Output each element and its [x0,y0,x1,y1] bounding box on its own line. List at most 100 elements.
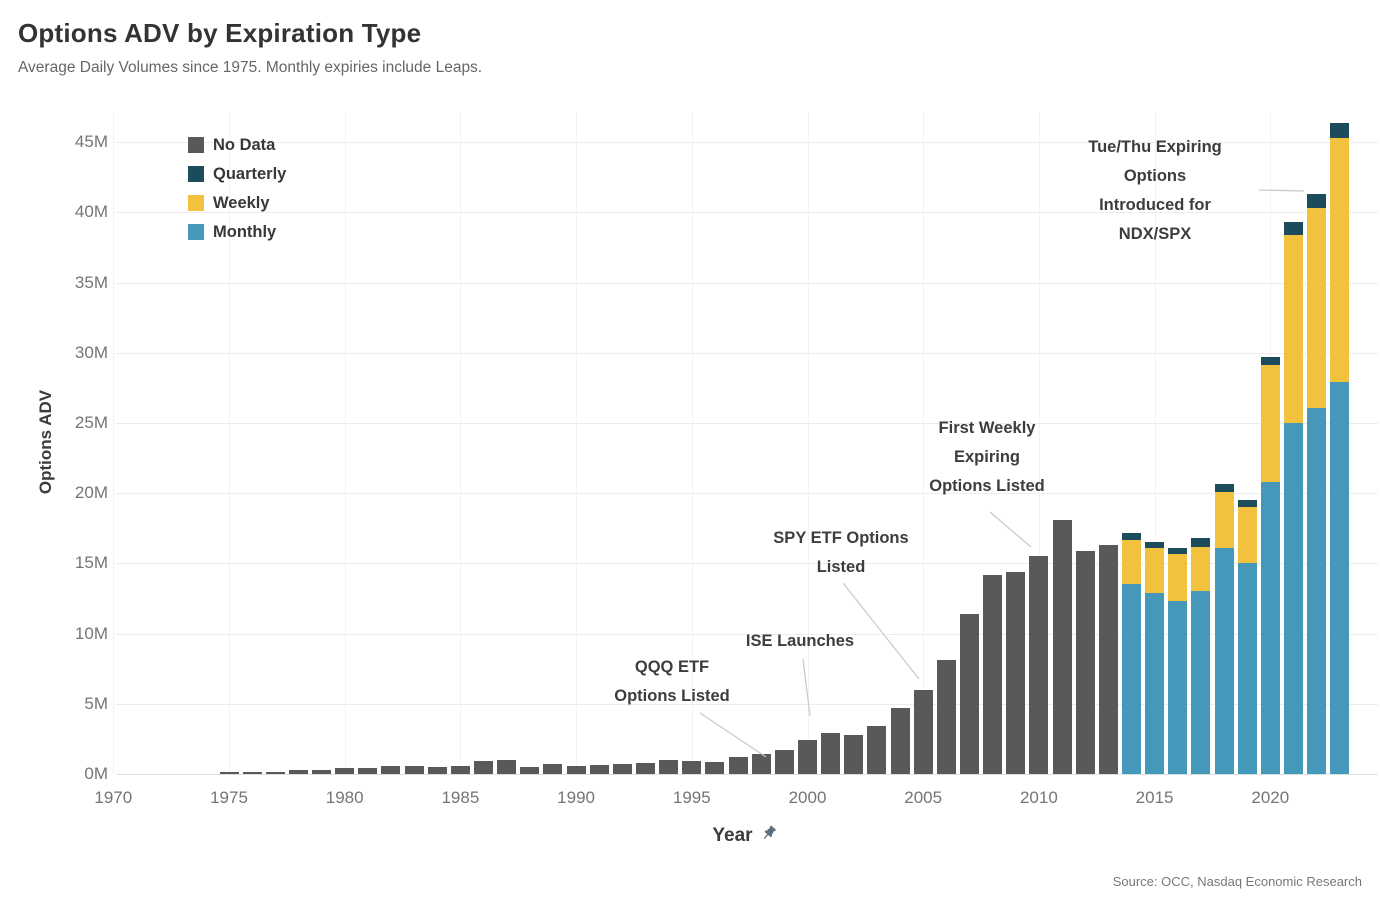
bar-2015-weekly[interactable] [1145,547,1165,593]
vertical-gridline [576,112,578,774]
bar-2007-no-data[interactable] [959,613,979,774]
bar-2022-weekly[interactable] [1307,208,1327,408]
bar-2015-quarterly[interactable] [1145,541,1165,548]
bar-1976-no-data[interactable] [242,771,262,774]
bar-2000-no-data[interactable] [798,740,817,774]
bar-1982-no-data[interactable] [381,766,401,774]
bar-1993-no-data[interactable] [636,762,656,774]
bar-2014-quarterly[interactable] [1121,533,1141,540]
bar-2003-no-data[interactable] [867,726,887,774]
legend-item-no-data[interactable]: No Data [188,136,286,154]
x-axis-tick-label: 1975 [210,788,248,807]
horizontal-gridline [116,423,1378,424]
bar-1975-no-data[interactable] [219,771,239,774]
bar-2022-quarterly[interactable] [1307,194,1327,209]
x-axis-tick-label: 2000 [788,788,827,807]
bar-2023-weekly[interactable] [1330,137,1350,383]
bar-2010-no-data[interactable] [1029,556,1049,774]
legend-item-weekly[interactable]: Weekly [188,194,286,212]
bar-1999-no-data[interactable] [774,750,794,774]
x-axis-tick-label: 1985 [441,788,480,807]
bar-2013-no-data[interactable] [1098,545,1118,774]
vertical-gridline [229,112,230,774]
bar-1990-no-data[interactable] [566,765,586,774]
bar-2019-monthly[interactable] [1237,563,1257,774]
bar-1992-no-data[interactable] [612,764,632,774]
bar-2017-weekly[interactable] [1191,546,1211,592]
bar-2004-no-data[interactable] [890,708,910,774]
bar-2016-weekly[interactable] [1168,553,1188,602]
bar-2006-no-data[interactable] [936,660,956,774]
pin-icon[interactable] [760,824,778,847]
bar-2021-quarterly[interactable] [1283,222,1303,235]
bar-1978-no-data[interactable] [288,770,308,774]
horizontal-gridline [116,493,1378,495]
bar-1979-no-data[interactable] [312,770,332,774]
bar-2020-weekly[interactable] [1260,365,1280,482]
bar-1996-no-data[interactable] [705,762,725,774]
bar-2019-weekly[interactable] [1237,507,1257,564]
bar-1983-no-data[interactable] [404,766,424,774]
y-axis-tick-label: 40M [74,202,108,222]
bar-2015-monthly[interactable] [1145,592,1165,774]
bar-2022-monthly[interactable] [1307,407,1327,774]
bar-2018-weekly[interactable] [1214,491,1234,548]
legend-swatch-no_data [188,137,204,153]
bar-2014-monthly[interactable] [1121,584,1141,774]
vertical-gridline [1038,112,1040,774]
bar-2023-quarterly[interactable] [1330,122,1350,138]
bar-1977-no-data[interactable] [265,771,285,774]
x-axis-tick-label: 1990 [557,788,595,807]
bar-2018-monthly[interactable] [1214,547,1234,774]
vertical-gridline [807,112,809,774]
bar-1986-no-data[interactable] [474,761,494,774]
bar-2005-no-data[interactable] [913,689,933,774]
chart-title: Options ADV by Expiration Type [18,18,422,48]
bar-2011-no-data[interactable] [1052,519,1072,774]
bar-1995-no-data[interactable] [682,761,702,774]
bar-2019-quarterly[interactable] [1237,499,1257,508]
bar-2012-no-data[interactable] [1075,550,1095,774]
bar-2009-no-data[interactable] [1006,571,1026,774]
x-axis-tick-label: 2010 [1019,788,1058,807]
bar-2018-quarterly[interactable] [1214,484,1234,492]
bar-2014-weekly[interactable] [1121,539,1141,585]
y-axis-tick-label: 30M [74,342,108,362]
bar-2017-quarterly[interactable] [1191,538,1211,547]
bar-2017-monthly[interactable] [1191,591,1211,774]
bar-1997-no-data[interactable] [728,757,748,774]
y-axis-tick-label: 5M [84,693,108,713]
bar-2008-no-data[interactable] [983,574,1003,774]
annotation-ise-launches: ISE Launches [745,632,855,650]
bar-1984-no-data[interactable] [427,766,447,774]
horizontal-gridline [116,352,1378,354]
bar-2021-weekly[interactable] [1283,234,1303,423]
bar-2020-monthly[interactable] [1260,481,1280,774]
bar-2001-no-data[interactable] [821,733,841,774]
y-axis-tick-label: 25M [74,413,108,432]
bar-1988-no-data[interactable] [520,766,540,774]
bar-2016-quarterly[interactable] [1168,547,1188,554]
bar-1985-no-data[interactable] [450,765,470,774]
bar-1991-no-data[interactable] [589,764,609,774]
bar-2002-no-data[interactable] [844,734,864,774]
horizontal-gridline [116,212,1378,214]
bar-1989-no-data[interactable] [543,764,563,774]
bar-1987-no-data[interactable] [497,759,517,774]
legend-item-monthly[interactable]: Monthly [188,223,286,241]
y-axis-tick-label: 10M [74,623,108,643]
bar-2021-monthly[interactable] [1283,423,1303,774]
bar-2020-quarterly[interactable] [1260,357,1280,366]
legend-item-quarterly[interactable]: Quarterly [188,165,286,183]
bar-1998-no-data[interactable] [751,754,771,774]
bar-1980-no-data[interactable] [335,768,355,774]
legend-label: No Data [213,135,276,154]
bar-1981-no-data[interactable] [358,767,378,774]
bar-2016-monthly[interactable] [1168,601,1188,774]
chart-subtitle: Average Daily Volumes since 1975. Monthl… [18,59,483,76]
bar-2023-monthly[interactable] [1330,382,1350,774]
annotation-qqq-etf: QQQ ETF Options Listed [614,658,730,705]
vertical-gridline [691,112,693,774]
bar-1994-no-data[interactable] [659,759,679,774]
